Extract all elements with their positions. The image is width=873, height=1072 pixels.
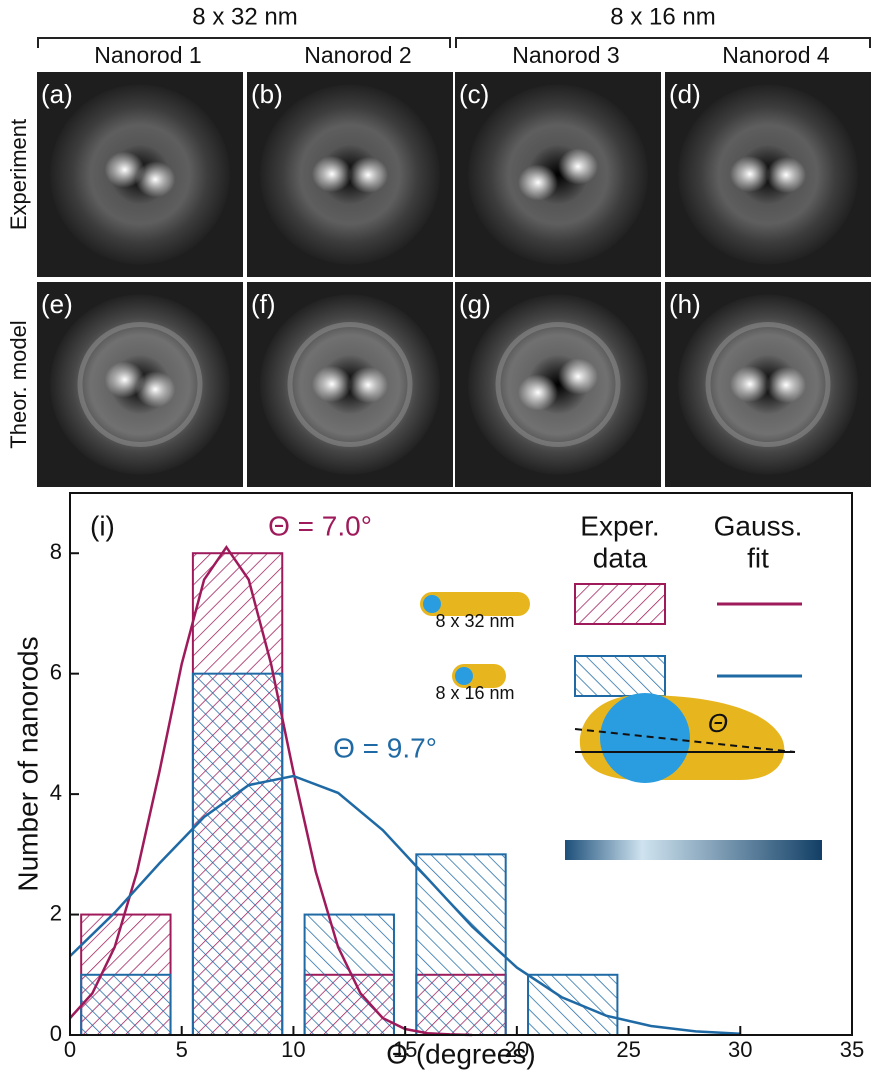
lobe — [558, 359, 598, 395]
x-tick-label: 30 — [728, 1037, 752, 1062]
lobe — [135, 161, 175, 197]
figure: 8 x 32 nm 8 x 16 nm Nanorod 1 Nanorod 2 Na… — [0, 0, 873, 1072]
column-label: Nanorod 1 — [94, 42, 201, 68]
column-label: Nanorod 4 — [722, 42, 830, 68]
lobe — [348, 367, 388, 403]
image-panel: (a) — [37, 72, 243, 277]
legend-header: Exper. — [580, 510, 659, 541]
image-panel: (e) — [37, 282, 243, 487]
column-label: Nanorod 2 — [304, 42, 411, 68]
x-axis-label: Θ (degrees) — [386, 1038, 535, 1069]
image-panel: (h) — [665, 282, 871, 487]
group-label: 8 x 16 nm — [610, 3, 715, 30]
lobe — [518, 375, 558, 411]
legend-swatch — [575, 656, 665, 696]
legend-header: Gauss. — [714, 510, 803, 541]
panel-label: (f) — [251, 289, 276, 319]
x-tick-label: 35 — [840, 1037, 864, 1062]
lobe — [766, 367, 806, 403]
lobe — [558, 149, 598, 185]
panel-label: (h) — [669, 289, 701, 319]
annotation: Θ = 9.7° — [333, 732, 437, 763]
x-tick-label: 10 — [281, 1037, 305, 1062]
y-tick-label: 8 — [50, 539, 62, 564]
legend-label: 8 x 16 nm — [435, 683, 514, 703]
panel-label: (e) — [41, 289, 73, 319]
panel-label: (d) — [669, 79, 701, 109]
legend-label: 8 x 32 nm — [435, 611, 514, 631]
y-axis-label: Number of nanorods — [12, 636, 43, 891]
group-label: 8 x 32 nm — [192, 3, 297, 30]
image-panel: (g) — [455, 282, 661, 487]
y-tick-label: 6 — [50, 659, 62, 684]
y-tick-label: 4 — [50, 780, 62, 805]
panel-label: (c) — [459, 79, 489, 109]
lobe — [730, 156, 770, 192]
legend-swatch — [575, 584, 665, 624]
image-grid: 8 x 32 nm 8 x 16 nm Nanorod 1 Nanorod 2 Na… — [6, 3, 871, 487]
x-tick-label: 0 — [64, 1037, 76, 1062]
image-panel: (b) — [247, 72, 453, 277]
lobe — [766, 157, 806, 193]
lobe — [312, 366, 352, 402]
lobe — [518, 165, 558, 201]
legend-header: data — [593, 542, 648, 573]
annotation: Θ = 7.0° — [268, 510, 372, 541]
rod-tip — [600, 693, 690, 783]
row-label: Experiment — [6, 119, 31, 230]
x-tick-label: 5 — [176, 1037, 188, 1062]
column-label: Nanorod 3 — [512, 42, 619, 68]
panel-label: (i) — [90, 510, 115, 541]
lobe — [135, 371, 175, 407]
panel-label: (a) — [41, 79, 73, 109]
y-tick-label: 2 — [50, 900, 62, 925]
x-tick-label: 25 — [616, 1037, 640, 1062]
image-panel: (d) — [665, 72, 871, 277]
image-panel: (f) — [247, 282, 453, 487]
lobe — [312, 156, 352, 192]
image-panel: (c) — [455, 72, 661, 277]
y-tick-label: 0 — [50, 1021, 62, 1046]
row-label: Theor. model — [6, 320, 31, 448]
lobe — [348, 157, 388, 193]
bar — [81, 975, 170, 1035]
angle-label: Θ — [708, 708, 728, 738]
bar — [193, 674, 282, 1035]
lobe — [730, 366, 770, 402]
substrate — [565, 840, 822, 860]
panel-label: (g) — [459, 289, 491, 319]
legend-header: fit — [747, 542, 769, 573]
panel-label: (b) — [251, 79, 283, 109]
